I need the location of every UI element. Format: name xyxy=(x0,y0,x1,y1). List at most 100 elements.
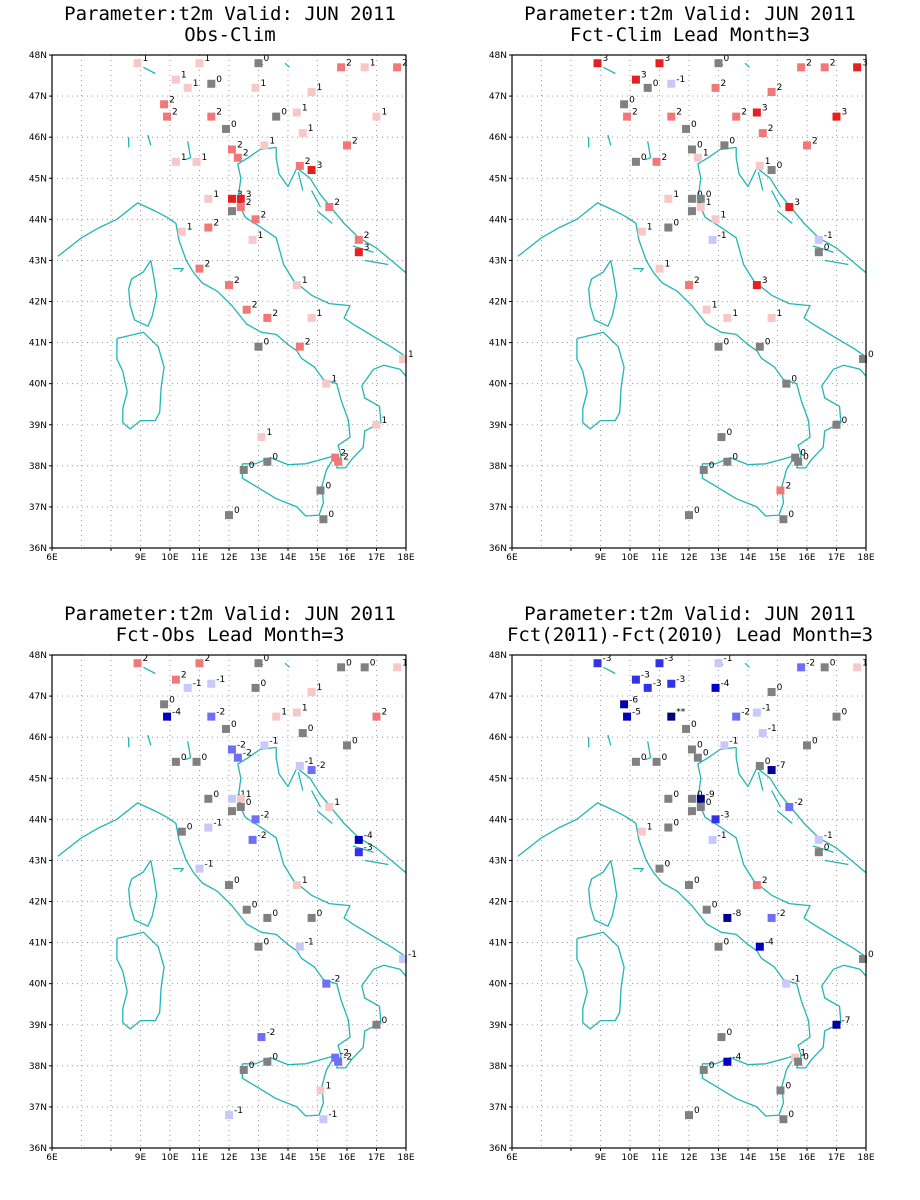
station-value-label: 1 xyxy=(382,108,388,118)
station-value-label: 0 xyxy=(842,416,848,426)
station-marker xyxy=(307,913,316,922)
station-marker xyxy=(655,659,664,668)
station-marker xyxy=(316,1086,325,1095)
coastline xyxy=(588,860,618,927)
station-marker xyxy=(732,112,741,121)
station-value-label: 0 xyxy=(673,219,679,229)
station-marker xyxy=(791,1053,800,1062)
station-map: 2200012-1-1010-4-201100200-2-2-1-1-20-11… xyxy=(29,651,417,1163)
station-value-label: 2 xyxy=(272,309,278,319)
station-marker xyxy=(717,1033,726,1042)
station-value-label: 0 xyxy=(328,510,334,520)
station-marker xyxy=(225,511,233,520)
station-value-label: 3 xyxy=(762,276,768,286)
lon-tick-label: 11E xyxy=(191,1153,208,1163)
lat-tick-label: 42N xyxy=(29,898,47,908)
station-marker xyxy=(776,486,785,495)
station-marker xyxy=(711,683,720,692)
lat-tick-label: 46N xyxy=(29,133,47,143)
station-marker xyxy=(133,659,142,668)
station-marker xyxy=(687,794,696,803)
station-value-label: -2 xyxy=(794,798,803,808)
station-marker xyxy=(207,79,216,88)
lat-tick-label: 37N xyxy=(29,1103,47,1113)
lon-tick-label: 10E xyxy=(161,553,178,563)
coastline xyxy=(824,259,849,266)
station-value-label: 0 xyxy=(842,708,848,718)
station-marker xyxy=(782,979,791,988)
station-marker xyxy=(272,112,281,121)
lat-tick-label: 38N xyxy=(489,1062,507,1072)
station-marker xyxy=(331,453,340,462)
station-marker xyxy=(699,1065,708,1074)
coastline xyxy=(757,171,764,191)
station-marker xyxy=(702,305,711,314)
lon-tick-label: 16E xyxy=(798,1153,815,1163)
station-value-label: 1 xyxy=(721,210,727,220)
station-marker xyxy=(652,757,661,766)
lon-tick-label: 12E xyxy=(680,553,697,563)
station-marker xyxy=(298,129,307,138)
coastline xyxy=(576,331,625,430)
lat-tick-label: 36N xyxy=(29,544,47,554)
station-marker xyxy=(337,63,346,72)
station-value-label: -1 xyxy=(824,831,833,841)
station-marker xyxy=(693,753,702,762)
station-marker xyxy=(853,663,862,672)
station-value-label: 0 xyxy=(673,790,679,800)
station-value-label: 0 xyxy=(352,736,358,746)
station-marker xyxy=(354,248,363,257)
station-marker xyxy=(263,313,272,322)
station-value-label: 0 xyxy=(824,243,830,253)
lon-tick-label: 11E xyxy=(651,553,668,563)
coastline xyxy=(576,931,625,1030)
coastline xyxy=(297,171,304,191)
station-marker xyxy=(322,379,331,388)
station-value-label: 1 xyxy=(302,876,308,886)
station-value-label: 0 xyxy=(812,736,818,746)
station-marker xyxy=(637,827,646,836)
station-value-label: 1 xyxy=(402,658,408,668)
station-value-label: -1 xyxy=(718,831,727,841)
lat-tick-label: 42N xyxy=(489,898,507,908)
station-value-label: 0 xyxy=(726,428,732,438)
station-marker xyxy=(708,835,717,844)
station-value-label: -1 xyxy=(724,654,733,664)
station-marker xyxy=(331,1053,340,1062)
station-value-label: 1 xyxy=(193,79,199,89)
station-marker xyxy=(685,281,693,290)
lon-tick-label: 11E xyxy=(191,553,208,563)
station-marker xyxy=(292,881,301,890)
station-marker xyxy=(685,1111,693,1120)
lat-tick-label: 39N xyxy=(489,1021,507,1031)
lon-tick-label: 12E xyxy=(220,553,237,563)
station-marker xyxy=(711,215,720,224)
station-marker xyxy=(334,457,343,466)
coastline xyxy=(824,859,849,866)
station-marker xyxy=(263,1057,272,1066)
station-value-label: 2 xyxy=(252,301,258,311)
stations: 33022330-1220220232230201010100011310-1-… xyxy=(593,54,874,524)
lat-tick-label: 47N xyxy=(489,92,507,102)
station-value-label: 2 xyxy=(305,338,311,348)
station-value-label: 2 xyxy=(346,58,352,68)
lon-tick-label: 17E xyxy=(368,553,385,563)
station-marker xyxy=(354,848,363,857)
lat-tick-label: 38N xyxy=(29,462,47,472)
station-value-label: 1 xyxy=(647,223,653,233)
lat-tick-label: 37N xyxy=(489,1103,507,1113)
station-marker xyxy=(723,457,732,466)
station-value-label: -1 xyxy=(328,1110,337,1120)
lon-tick-label: 15E xyxy=(309,553,326,563)
station-marker xyxy=(242,305,251,314)
lat-tick-label: 40N xyxy=(489,980,507,990)
station-marker xyxy=(723,313,732,322)
station-value-label: 0 xyxy=(824,843,830,853)
coastline xyxy=(632,267,644,273)
station-marker xyxy=(133,59,142,68)
station-marker xyxy=(814,848,823,857)
station-marker xyxy=(767,687,776,696)
station-value-label: -2 xyxy=(331,975,340,985)
lon-tick-label: 6E xyxy=(506,553,518,563)
station-marker xyxy=(163,112,172,121)
